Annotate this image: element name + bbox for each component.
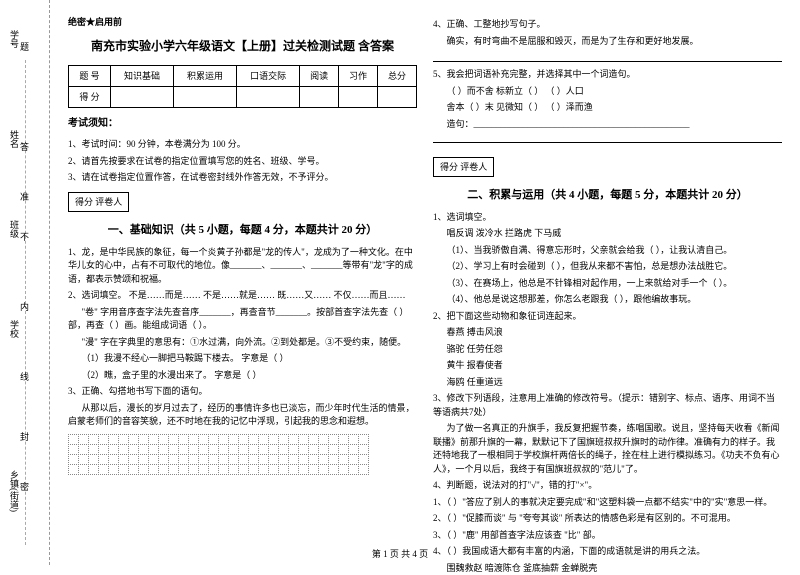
q5a: （ ）而不舍 标新立（ ） （ ）人口: [433, 85, 782, 99]
seal-char: 内: [20, 300, 29, 313]
answer-line[interactable]: [433, 54, 782, 62]
th-basic: 知识基础: [110, 65, 173, 86]
seal-char: 封: [20, 430, 29, 443]
th-oral: 口语交际: [237, 65, 300, 86]
q22c: 黄牛 报春使者: [433, 359, 782, 373]
row-score: 得 分: [69, 86, 111, 107]
exam-page: 学号 姓名 班级 学校 乡镇(街道) 题 答 准 不 内 线 封 密 绝密★启用…: [0, 0, 800, 565]
q22b: 骆驼 任劳任怨: [433, 343, 782, 357]
left-column: 绝密★启用前 南充市实验小学六年级语文【上册】过关检测试题 含答案 题 号 知识…: [60, 15, 425, 540]
q2b: "漫" 字在字典里的意思有：①水过满，向外流。②到处都是。③不受约束，随便。: [68, 336, 417, 350]
th-num: 题 号: [69, 65, 111, 86]
q2: 2、选词填空。 不是……而是…… 不是……就是…… 既……又…… 不仅……而且……: [68, 289, 417, 303]
notice-item: 1、考试时间：90 分钟，本卷满分为 100 分。: [68, 138, 417, 152]
confidential-mark: 绝密★启用前: [68, 15, 417, 29]
section2-title: 二、积累与运用（共 4 小题，每题 5 分，本题共计 20 分）: [433, 187, 782, 205]
notice-title: 考试须知：: [68, 116, 417, 132]
binding-sidebar: 学号 姓名 班级 学校 乡镇(街道) 题 答 准 不 内 线 封 密: [0, 0, 50, 565]
q5b: 舍本（ ）末 见微知（ ） （ ）泽而渔: [433, 101, 782, 115]
q5c: 造句：_____________________________________…: [433, 118, 782, 132]
q1: 1、龙，是中华民族的象征，每一个炎黄子孙都是"龙的传人"，龙成为了一种文化。在中…: [68, 246, 417, 287]
section1-title: 一、基础知识（共 5 小题，每题 4 分，本题共计 20 分）: [68, 222, 417, 240]
notice-item: 3、请在试卷指定位置作答，在试卷密封线外作答无效，不予评分。: [68, 171, 417, 185]
th-read: 阅读: [300, 65, 339, 86]
q21b: （2）、学习上有时会碰到（ ），但我从来都不害怕，总是想办法战胜它。: [433, 260, 782, 274]
th-write: 习作: [339, 65, 378, 86]
label-school: 学校: [8, 320, 21, 338]
writing-grid[interactable]: [68, 435, 417, 475]
notice-item: 2、请首先按要求在试卷的指定位置填写您的姓名、班级、学号。: [68, 155, 417, 169]
q21c: （3）、在赛场上，他总是不针锋相对起作用，一上来就给对手一个（ ）。: [433, 277, 782, 291]
q5: 5、我会把词语补充完整，并选择其中一个词造句。: [433, 68, 782, 82]
scorer-box: 得分 评卷人: [433, 157, 494, 177]
scorer-box: 得分 评卷人: [68, 192, 129, 212]
seal-char: 准: [20, 190, 29, 203]
right-column: 4、正确、工整地抄写句子。 确实，有时弯曲不是屈服和毁灭，而是为了生存和更好地发…: [425, 15, 790, 540]
q24c: 3、（ ）"鹿" 用部首查字法应该查 "比" 部。: [433, 529, 782, 543]
content-area: 绝密★启用前 南充市实验小学六年级语文【上册】过关检测试题 含答案 题 号 知识…: [50, 0, 800, 565]
seal-char: 线: [20, 370, 29, 383]
th-accum: 积累运用: [174, 65, 237, 86]
q22a: 春燕 搏击风浪: [433, 326, 782, 340]
seal-char: 题: [20, 40, 29, 53]
score-table: 题 号 知识基础 积累运用 口语交际 阅读 习作 总分 得 分: [68, 65, 417, 109]
page-footer: 第 1 页 共 4 页: [0, 547, 800, 560]
q2d: （2）瞧，盒子里的水漫出来了。 字意是（ ）: [68, 369, 417, 383]
q21d: （4）、他总是说这想那差，你怎么老跟我（ ），跟他编故事玩。: [433, 293, 782, 307]
q21a: （1）、当我骄傲自满、得意忘形时，父亲就会给我（ ），让我认清自己。: [433, 244, 782, 258]
q22: 2、把下面这些动物和象征词连起来。: [433, 310, 782, 324]
answer-line[interactable]: [433, 135, 782, 143]
q4: 4、正确、工整地抄写句子。: [433, 18, 782, 32]
q3: 3、正确、勾搭地书写下面的语句。: [68, 385, 417, 399]
q24b: 2、（ ）"促膝而谈" 与 "夸夸其谈" 所表达的情感色彩是有区别的。不可混用。: [433, 512, 782, 526]
q24: 4、判断题，说法对的打"√"，错的打"×"。: [433, 479, 782, 493]
exam-title: 南充市实验小学六年级语文【上册】过关检测试题 含答案: [68, 37, 417, 56]
q4a: 确实，有时弯曲不是屈服和毁灭，而是为了生存和更好地发展。: [433, 35, 782, 49]
q2c: （1）我漫不经心一脚把马鞍踢下楼去。 字意是（ ）: [68, 352, 417, 366]
q21words: 唱反调 泼冷水 拦路虎 下马威: [433, 227, 782, 241]
q3a: 从那以后，漫长的岁月过去了，经历的事情许多也已淡忘，而少年时代生活的情景，启蒙老…: [68, 402, 417, 429]
q21: 1、选词填空。: [433, 211, 782, 225]
q2a: "卷" 字用音序查字法先查音序_______，再查音节_______。按部首查字…: [68, 306, 417, 333]
q22d: 海鸥 任重道远: [433, 376, 782, 390]
q23: 3、修改下列语段，注意用上准确的修改符号。（提示：错别字、标点、语序、用词不当等…: [433, 392, 782, 419]
q23a: 为了做一名真正的升旗手，我反复把握节奏，练唱国歌。说且，坚持每天收看《新闻联播》…: [433, 422, 782, 476]
seal-char: 答: [20, 140, 29, 153]
seal-char: 密: [20, 480, 29, 493]
th-total: 总分: [378, 65, 417, 86]
q24e: 围魏救赵 暗渡陈仓 釜底抽薪 金蝉脱壳: [433, 562, 782, 575]
q24a: 1、（ ）"答应了别人的事就决定要完成"和"这塑料袋一点都不结实"中的"实"意思…: [433, 496, 782, 510]
seal-char: 不: [20, 230, 29, 243]
